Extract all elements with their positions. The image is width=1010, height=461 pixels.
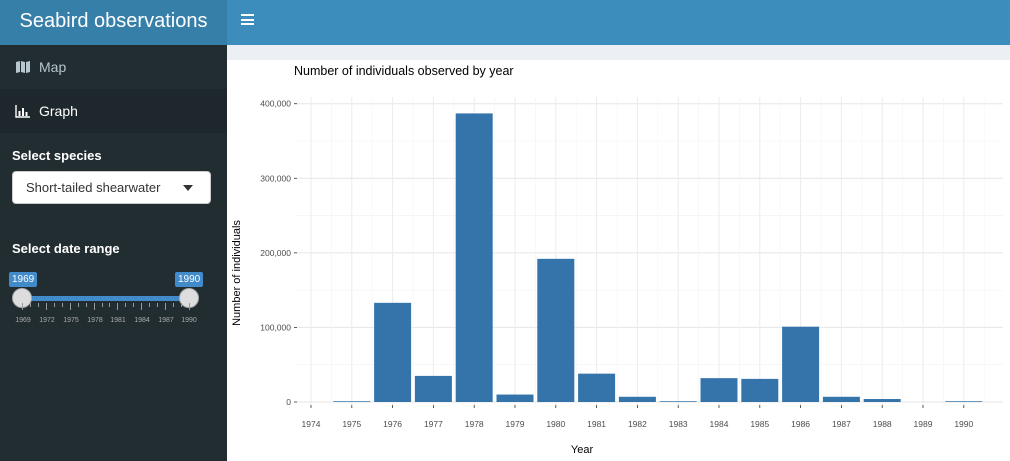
map-icon [16,61,30,73]
bar-1975 [333,401,371,402]
bar-1977 [414,375,452,402]
slider-tick [141,303,143,310]
bar-1982 [618,396,656,402]
sidebar-item-label: Graph [39,103,78,119]
x-tick-label: 1985 [750,419,769,429]
bar-1976 [374,302,412,402]
slider-tick-label: 1987 [158,317,174,324]
app-title: Seabird observations [0,0,227,45]
y-tick-label: 100,000 [260,322,291,332]
x-tick-label: 1982 [628,419,647,429]
sidebar: Map Graph Select species Short-tailed sh… [0,45,227,461]
slider-tick-label: 1978 [87,317,103,324]
bar-1983 [659,401,697,402]
x-tick-label: 1976 [383,419,402,429]
slider-tick [45,303,47,310]
chevron-down-icon [183,185,193,191]
bar-1985 [741,378,779,402]
chart-bars [333,113,983,402]
x-tick-label: 1981 [587,419,606,429]
x-tick-label: 1978 [465,419,484,429]
slider-to-value: 1990 [175,272,204,287]
slider-tick [157,303,159,307]
y-axis-ticks: 0 100,000 200,000 300,000 400,000 [260,99,297,407]
species-select-value: Short-tailed shearwater [26,180,161,195]
slider-tick-label: 1990 [181,317,197,324]
date-range-slider[interactable] [22,296,189,301]
slider-tick [53,303,55,307]
graph-panel: Number of individuals observed by year 0… [227,60,1010,461]
x-tick-label: 1983 [669,419,688,429]
slider-tick [149,303,151,307]
slider-tick [125,303,127,307]
x-tick-label: 1979 [506,419,525,429]
slider-tick [165,303,167,310]
y-tick-label: 400,000 [260,99,291,109]
slider-tick-label: 1975 [63,317,79,324]
x-axis-ticks: 1974 1975 1976 1977 1978 1979 1980 1981 1982 1983… [302,405,974,429]
x-tick-label: 1987 [832,419,851,429]
slider-tick [101,303,103,307]
bar-1987 [822,396,860,402]
y-tick-label: 200,000 [260,248,291,258]
bar-1978 [455,113,493,402]
y-tick-label: 0 [286,397,291,407]
sidebar-item-map[interactable]: Map [0,45,227,89]
slider-tick-labels: 1969 1972 1975 1978 1981 1984 1987 1990 [0,317,227,329]
slider-tick [69,303,71,310]
bar-chart: Number of individuals observed by year 0… [231,64,1003,456]
slider-ticks [22,303,190,311]
bar-1984 [700,378,738,402]
slider-tick-label: 1981 [110,317,126,324]
bar-1981 [578,373,616,402]
slider-tick [77,303,79,307]
x-tick-label: 1990 [954,419,973,429]
slider-tick [181,303,183,307]
sidebar-item-label: Map [39,59,67,75]
date-range-label: Select date range [12,241,120,256]
slider-tick [29,303,31,307]
x-tick-label: 1975 [342,419,361,429]
bar-chart-icon [15,105,30,118]
bar-1979 [496,394,534,402]
chart-title: Number of individuals observed by year [294,64,514,78]
x-tick-label: 1988 [873,419,892,429]
species-label: Select species [12,148,102,163]
x-tick-label: 1974 [302,419,321,429]
plot-area [297,97,1003,405]
x-tick-label: 1980 [546,419,565,429]
slider-tick [173,303,175,307]
y-axis-label: Number of individuals [231,220,243,326]
slider-from-value: 1969 [9,272,38,287]
y-tick-label: 300,000 [260,173,291,183]
sidebar-toggle-icon[interactable] [241,14,254,25]
slider-tick [109,303,111,307]
x-tick-label: 1986 [791,419,810,429]
x-tick-label: 1984 [710,419,729,429]
slider-tick-label: 1969 [15,317,31,324]
slider-tick [93,303,95,310]
slider-tick-label: 1972 [39,317,55,324]
slider-tick [189,303,190,310]
slider-tick [133,303,135,307]
slider-tick-label: 1984 [134,317,150,324]
slider-tick [61,303,63,307]
content-header-strip [227,45,1010,60]
bar-1986 [782,326,820,402]
slider-tick [85,303,87,307]
slider-tick [37,303,39,307]
x-tick-label: 1977 [424,419,443,429]
sidebar-item-graph[interactable]: Graph [0,89,227,133]
x-axis-label: Year [571,444,594,456]
bar-1980 [537,258,575,402]
x-tick-label: 1989 [914,419,933,429]
slider-tick [117,303,119,310]
bar-1990 [945,401,983,402]
bar-1988 [863,399,901,402]
slider-tick [22,303,23,310]
top-navbar [227,0,1010,45]
species-select[interactable]: Short-tailed shearwater [12,171,211,204]
